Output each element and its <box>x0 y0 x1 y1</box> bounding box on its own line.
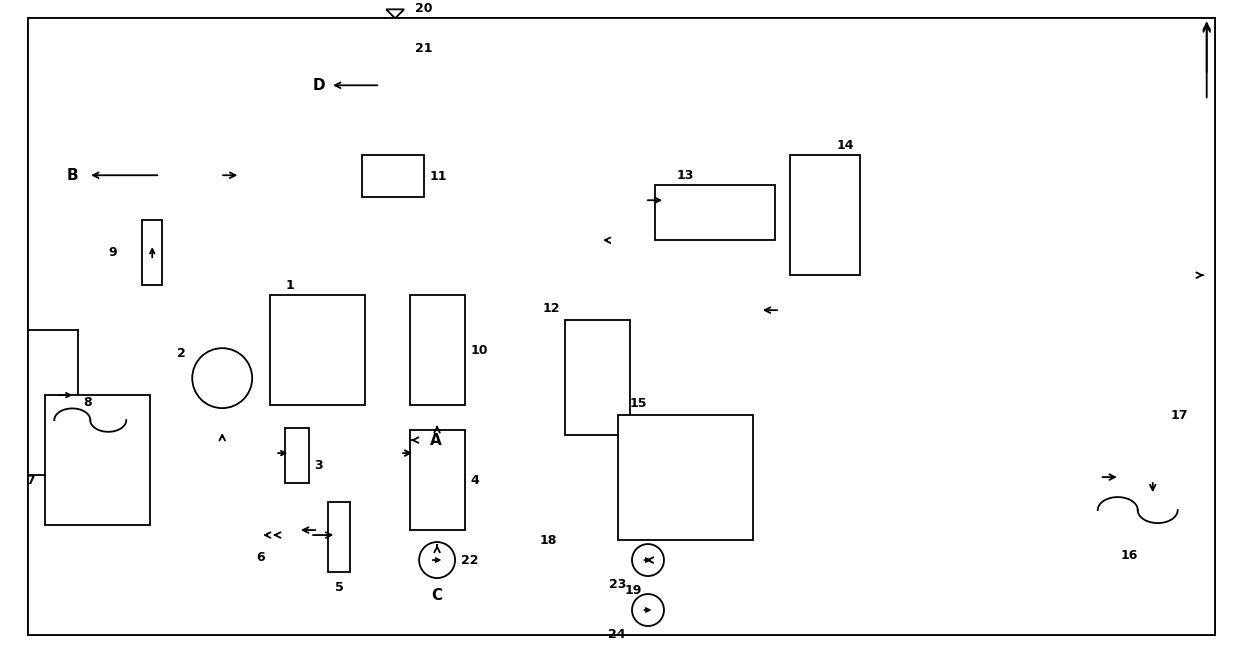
Bar <box>410 430 465 530</box>
Text: 20: 20 <box>415 2 433 15</box>
Text: 19: 19 <box>625 583 642 596</box>
Bar <box>618 415 753 540</box>
Text: 9: 9 <box>109 245 118 258</box>
Text: 18: 18 <box>541 534 558 547</box>
Text: 10: 10 <box>470 344 487 357</box>
Text: B: B <box>67 168 78 183</box>
Text: 7: 7 <box>26 473 35 486</box>
Text: 2: 2 <box>177 346 186 359</box>
Text: 4: 4 <box>470 473 479 486</box>
Text: 22: 22 <box>461 553 479 566</box>
Bar <box>565 320 630 435</box>
Text: A: A <box>430 433 441 448</box>
Bar <box>143 220 162 284</box>
Text: 12: 12 <box>543 301 560 314</box>
Bar <box>790 155 859 275</box>
Text: 8: 8 <box>83 396 92 409</box>
Text: 16: 16 <box>1121 549 1138 562</box>
Text: 14: 14 <box>836 139 853 152</box>
Text: 23: 23 <box>609 577 626 590</box>
Bar <box>655 186 775 240</box>
Circle shape <box>192 348 252 408</box>
Text: 17: 17 <box>1171 409 1188 422</box>
Text: 6: 6 <box>255 551 264 564</box>
Text: 21: 21 <box>415 42 433 55</box>
Bar <box>285 428 309 483</box>
Bar <box>270 295 365 405</box>
Bar <box>362 155 424 197</box>
Circle shape <box>632 594 663 626</box>
Text: 15: 15 <box>629 396 647 409</box>
Text: 5: 5 <box>335 581 343 594</box>
Text: 1: 1 <box>285 279 295 292</box>
Circle shape <box>632 544 663 576</box>
Text: 13: 13 <box>676 169 693 182</box>
Text: 3: 3 <box>314 458 322 471</box>
Bar <box>410 295 465 405</box>
Bar <box>329 502 350 572</box>
Bar <box>46 395 150 525</box>
Bar <box>29 330 78 475</box>
Text: D: D <box>312 78 325 93</box>
Circle shape <box>419 542 455 578</box>
Text: 24: 24 <box>609 628 626 641</box>
Text: C: C <box>432 588 443 603</box>
Text: 11: 11 <box>429 170 446 183</box>
